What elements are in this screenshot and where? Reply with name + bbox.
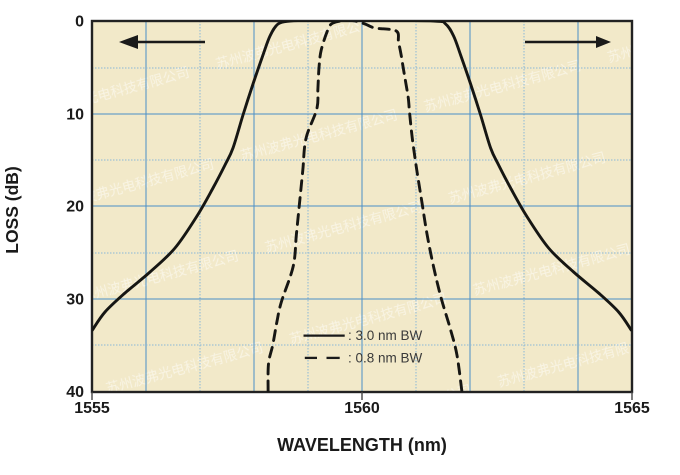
svg-text:1555: 1555 [74, 400, 110, 417]
svg-text:1560: 1560 [344, 400, 380, 417]
svg-text:: 0.8 nm BW: : 0.8 nm BW [348, 350, 423, 365]
svg-text:: 3.0 nm BW: : 3.0 nm BW [348, 328, 423, 343]
svg-text:0: 0 [75, 14, 84, 31]
svg-text:40: 40 [66, 384, 84, 401]
svg-text:30: 30 [66, 292, 84, 309]
svg-text:LOSS (dB): LOSS (dB) [2, 166, 22, 254]
svg-text:1565: 1565 [614, 400, 650, 417]
svg-text:10: 10 [66, 107, 84, 124]
svg-text:20: 20 [66, 199, 84, 216]
svg-text:WAVELENGTH (nm): WAVELENGTH (nm) [277, 435, 447, 455]
